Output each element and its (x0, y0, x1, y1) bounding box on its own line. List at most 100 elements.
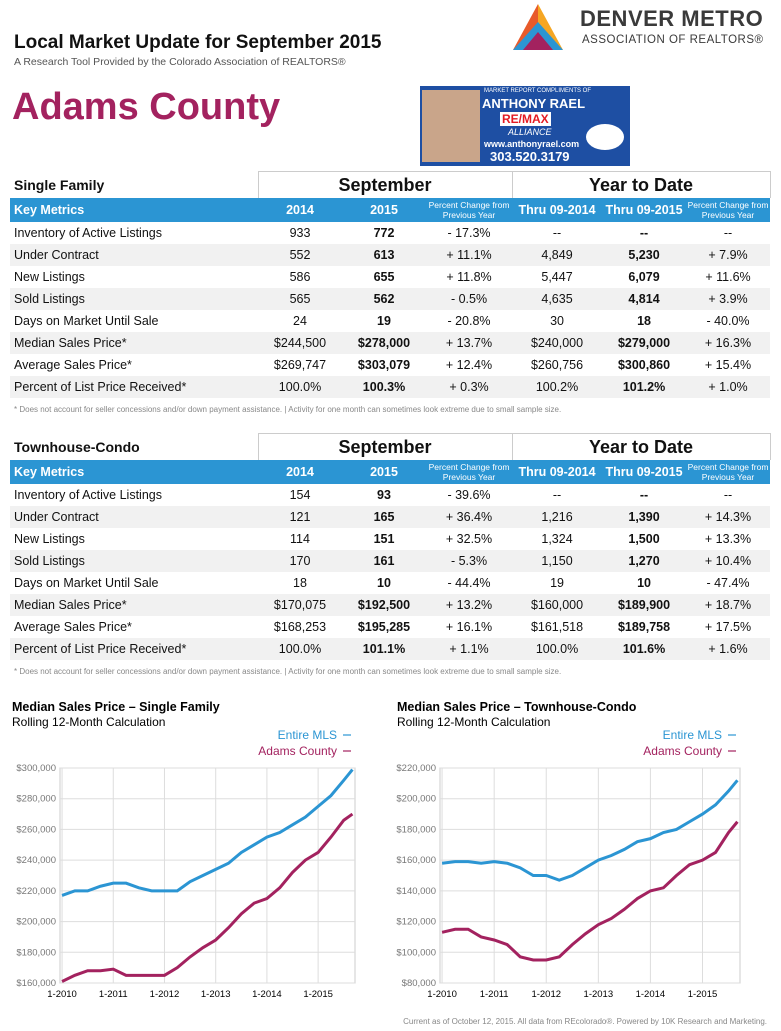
legend-label: Adams County (643, 744, 722, 758)
cell: $269,747 (273, 358, 327, 372)
cell: New Listings (14, 532, 85, 546)
period-header: Year to Date (511, 433, 771, 460)
cell: 1,324 (541, 532, 573, 546)
column-header: Thru 09-2014 (512, 460, 603, 484)
cell: 100.0% (512, 638, 603, 660)
report-title: Local Market Update for September 2015 (14, 32, 382, 53)
cell: 1,500 (628, 532, 660, 546)
cell: -- (723, 488, 733, 502)
footnote: * Does not account for seller concession… (14, 405, 562, 414)
cell: + 12.4% (445, 358, 493, 372)
column-header: Key Metrics (10, 198, 258, 222)
cell: -- (639, 488, 649, 502)
footnote: * Does not account for seller concession… (14, 667, 562, 676)
cell: 30 (550, 314, 564, 328)
cell: + 7.9% (686, 244, 771, 266)
metric-row: Average Sales Price* $269,747 $303,079 + 12… (10, 354, 770, 376)
cell: - 17.3% (447, 226, 491, 240)
brand-balloon (586, 124, 624, 150)
cell: 1,216 (512, 506, 603, 528)
county-name: Adams County (12, 86, 281, 128)
cell: 165 (342, 506, 426, 528)
cell: + 32.5% (445, 532, 493, 546)
org-logo (513, 4, 563, 50)
x-tick-label: 1-2010 (47, 989, 77, 1000)
y-tick-label: $100,000 (396, 947, 436, 958)
cell: 114 (290, 532, 310, 546)
cell: Days on Market Until Sale (14, 576, 159, 590)
x-tick-label: 1-2013 (584, 989, 614, 1000)
y-tick-label: $120,000 (396, 917, 436, 928)
y-tick-label: $200,000 (396, 794, 436, 805)
cell: $161,518 (530, 620, 584, 634)
column-header: 2015 (342, 460, 426, 484)
cell: 1,150 (512, 550, 603, 572)
column-header: Percent Change from Previous Year (426, 460, 513, 484)
series-line (61, 768, 354, 897)
x-tick-label: 1-2010 (427, 989, 457, 1000)
metric-row: Median Sales Price* $170,075 $192,500 + 13.… (10, 594, 771, 616)
cell: 1,390 (602, 506, 687, 528)
metric-row: Inventory of Active Listings 154 93 - 39.6%… (10, 484, 770, 506)
cell: + 18.7% (686, 594, 771, 616)
cell: + 3.9% (686, 288, 771, 310)
metric-row: Average Sales Price* $168,253 $195,285 + 16… (10, 616, 770, 638)
cell: Median Sales Price* (10, 594, 258, 616)
column-header: Percent Change from Previous Year (686, 460, 771, 484)
cell: 121 (258, 506, 342, 528)
cell: 5,230 (602, 244, 687, 266)
metric-row: New Listings 586 655 + 11.8% 5,447 6,079 + 11.… (10, 266, 770, 288)
legend-label: Adams County (258, 744, 337, 758)
cell: $279,000 (602, 332, 687, 354)
x-tick-label: 1-2012 (150, 989, 180, 1000)
cell: + 16.3% (686, 332, 771, 354)
ad-website: www.anthonyrael.com (484, 139, 580, 149)
x-tick-label: 1-2015 (303, 989, 333, 1000)
cell: Days on Market Until Sale (14, 314, 159, 328)
cell: $195,285 (357, 620, 411, 634)
cell: -- (552, 226, 562, 240)
cell: Inventory of Active Listings (14, 226, 162, 240)
column-header: Thru 09-2015 (602, 198, 687, 222)
cell: -- (552, 488, 562, 502)
x-tick-label: 1-2014 (252, 989, 282, 1000)
cell: $240,000 (512, 332, 603, 354)
cell: Sold Listings (10, 550, 258, 572)
cell: -- (723, 226, 733, 240)
ad-phone: 303.520.3179 (490, 149, 570, 164)
column-header: Thru 09-2015 (602, 460, 687, 484)
x-tick-label: 1-2011 (99, 989, 128, 1000)
cell: - 20.8% (447, 314, 491, 328)
cell: $189,758 (617, 620, 671, 634)
metric-row: Inventory of Active Listings 933 772 - 17.3… (10, 222, 770, 244)
period-header: September (257, 171, 513, 198)
cell: New Listings (14, 270, 85, 284)
cell: 101.2% (602, 376, 687, 398)
cell: 10 (377, 576, 391, 590)
metric-row: Sold Listings 565 562- 0.5% 4,635 4,814 + 3.9… (10, 288, 771, 310)
cell: 161 (342, 550, 426, 572)
cell: Percent of List Price Received* (10, 638, 258, 660)
cell: 10 (637, 576, 651, 590)
cell: + 13.7% (426, 332, 513, 354)
cell: 655 (373, 270, 395, 284)
agent-ad: MARKET REPORT COMPLIMENTS OF ANTHONY RAE… (420, 86, 630, 166)
metric-row: Median Sales Price* $244,500 $278,000 + 13.… (10, 332, 771, 354)
cell: + 15.4% (704, 358, 752, 372)
legend-label: Entire MLS (278, 728, 337, 742)
chart: Median Sales Price – Townhouse-CondoRoll… (396, 700, 741, 1000)
x-tick-label: 1-2013 (201, 989, 231, 1000)
cell: 19 (377, 314, 391, 328)
legend-label: Entire MLS (663, 728, 722, 742)
cell: $160,000 (512, 594, 603, 616)
y-tick-label: $260,000 (16, 824, 56, 835)
metric-row: Sold Listings 170 161- 5.3% 1,150 1,270 + 10.… (10, 550, 771, 572)
y-tick-label: $160,000 (396, 855, 436, 866)
cell: + 11.8% (446, 270, 492, 284)
period-header: September (257, 433, 513, 460)
cell: 100.0% (258, 376, 342, 398)
cell: Inventory of Active Listings (14, 488, 162, 502)
x-tick-label: 1-2012 (531, 989, 561, 1000)
chart-subtitle: Rolling 12-Month Calculation (12, 715, 165, 729)
y-tick-label: $280,000 (16, 794, 56, 805)
